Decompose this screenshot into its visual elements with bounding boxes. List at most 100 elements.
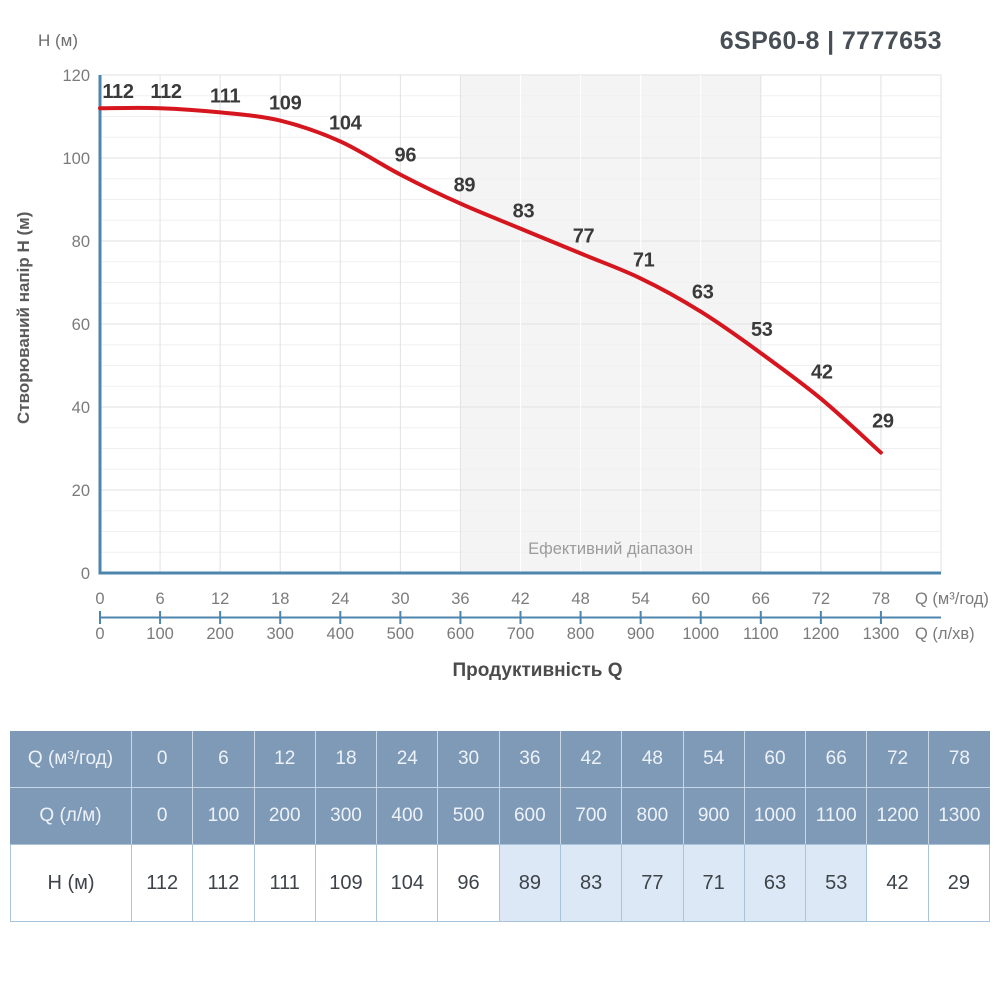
table-cell: 71 (683, 844, 745, 922)
x-tick-label-m3h: 78 (872, 590, 890, 608)
x-tick-label-lmin: 900 (627, 625, 655, 643)
x-tick-label-m3h: 48 (571, 590, 589, 608)
x-tick-label-m3h: 66 (752, 590, 770, 608)
y-tick-label: 20 (72, 482, 90, 500)
table-row: Q (л/м) 0 100 200 300 400 500 600 700 800 900 1000 1… (10, 788, 990, 844)
y-tick-label: 0 (81, 565, 90, 583)
table-cell: 1300 (928, 788, 990, 844)
y-axis-unit-label: H (м) (38, 31, 79, 50)
curve-point-label: 53 (751, 319, 773, 341)
table-cell: 89 (499, 844, 561, 922)
effective-range-label: Ефективний діапазон (528, 540, 693, 558)
table-cell: 42 (560, 731, 623, 788)
table-cell: 109 (315, 844, 378, 922)
table-cell: 66 (806, 731, 868, 788)
table-cell: 1100 (806, 788, 868, 844)
table-cell: 104 (377, 844, 439, 922)
y-tick-label: 60 (72, 316, 90, 334)
table-cell: 72 (867, 731, 929, 788)
curve-point-label: 42 (811, 362, 833, 384)
table-row: H (м) 112 112 111 109 104 96 89 83 77 71 63 53 42 29 (10, 844, 990, 922)
y-tick-label: 80 (72, 233, 90, 251)
table-cell: 900 (683, 788, 745, 844)
curve-point-label: 112 (102, 81, 134, 103)
table-row-label: H (м) (10, 844, 132, 922)
table-cell: 200 (254, 788, 316, 844)
table-cell: 29 (928, 844, 990, 922)
curve-point-label: 111 (210, 85, 240, 107)
x-tick-label-m3h: 0 (95, 590, 104, 608)
pump-model-title: 6SP60-8 | 7777653 (719, 27, 942, 55)
x-tick-label-m3h: 72 (812, 590, 830, 608)
curve-point-label: 83 (513, 201, 535, 223)
x-tick-label-m3h: 54 (631, 590, 649, 608)
curve-point-label: 112 (150, 81, 182, 103)
x-tick-label-lmin: 0 (95, 625, 104, 643)
x-tick-label-m3h: 36 (451, 590, 469, 608)
curve-point-label: 104 (329, 112, 363, 134)
table-cell: 42 (867, 844, 929, 922)
x-axis-unit-lmin: Q (л/хв) (915, 625, 975, 643)
table-cell: 800 (622, 788, 684, 844)
table-cell: 300 (315, 788, 378, 844)
x-tick-label-lmin: 600 (447, 625, 475, 643)
x-tick-label-lmin: 500 (387, 625, 415, 643)
table-row-label: Q (л/м) (10, 788, 132, 844)
table-cell: 1000 (744, 788, 807, 844)
table-cell: 500 (438, 788, 500, 844)
table-cell: 96 (438, 844, 500, 922)
table-cell: 77 (622, 844, 684, 922)
table-cell: 83 (560, 844, 623, 922)
x-tick-label-lmin: 200 (206, 625, 234, 643)
curve-point-label: 71 (633, 249, 655, 271)
x-tick-label-m3h: 60 (692, 590, 710, 608)
table-cell: 600 (499, 788, 561, 844)
x-tick-label-m3h: 6 (155, 590, 164, 608)
table-cell: 1200 (867, 788, 929, 844)
x-tick-label-lmin: 1000 (682, 625, 719, 643)
x-tick-label-m3h: 18 (271, 590, 289, 608)
table-cell: 700 (560, 788, 623, 844)
table-cell: 63 (744, 844, 807, 922)
x-tick-label-lmin: 800 (567, 625, 595, 643)
curve-point-label: 29 (872, 411, 894, 433)
x-tick-label-lmin: 1100 (743, 625, 778, 643)
x-tick-label-m3h: 12 (211, 590, 229, 608)
table-cell: 36 (499, 731, 561, 788)
table-cell: 100 (193, 788, 255, 844)
table-cell: 24 (377, 731, 439, 788)
x-tick-label-lmin: 100 (146, 625, 174, 643)
x-tick-label-m3h: 24 (331, 590, 349, 608)
y-tick-label: 40 (72, 399, 90, 417)
table-cell: 6 (193, 731, 255, 788)
pump-data-table: Q (м³/год) 0 6 12 18 24 30 36 42 48 54 60 66 72 78 Q (л… (10, 731, 990, 922)
table-cell: 78 (928, 731, 990, 788)
table-cell: 18 (315, 731, 378, 788)
curve-point-label: 89 (454, 175, 476, 197)
x-tick-label-lmin: 1300 (863, 625, 900, 643)
x-tick-label-m3h: 30 (391, 590, 409, 608)
y-tick-label: 120 (62, 67, 90, 85)
table-cell: 0 (132, 731, 194, 788)
table-cell: 111 (254, 844, 316, 922)
table-cell: 54 (683, 731, 745, 788)
table-row: Q (м³/год) 0 6 12 18 24 30 36 42 48 54 60 66 72 78 (10, 731, 990, 788)
table-cell: 0 (132, 788, 194, 844)
curve-point-label: 77 (573, 225, 595, 247)
table-cell: 112 (132, 844, 194, 922)
curve-point-label: 96 (395, 145, 417, 167)
table-cell: 112 (193, 844, 255, 922)
x-axis-unit-m3h: Q (м³/год) (915, 590, 989, 608)
table-cell: 48 (622, 731, 684, 788)
table-row-label: Q (м³/год) (10, 731, 132, 788)
x-axis-title: Продуктивність Q (452, 660, 623, 681)
curve-point-label: 63 (692, 282, 714, 304)
x-tick-label-lmin: 1200 (802, 625, 839, 643)
x-tick-label-lmin: 300 (266, 625, 294, 643)
y-tick-label: 100 (62, 150, 90, 168)
pump-head-curve (98, 105, 883, 455)
x-tick-label-lmin: 700 (507, 625, 535, 643)
curve-point-label: 109 (269, 93, 302, 115)
